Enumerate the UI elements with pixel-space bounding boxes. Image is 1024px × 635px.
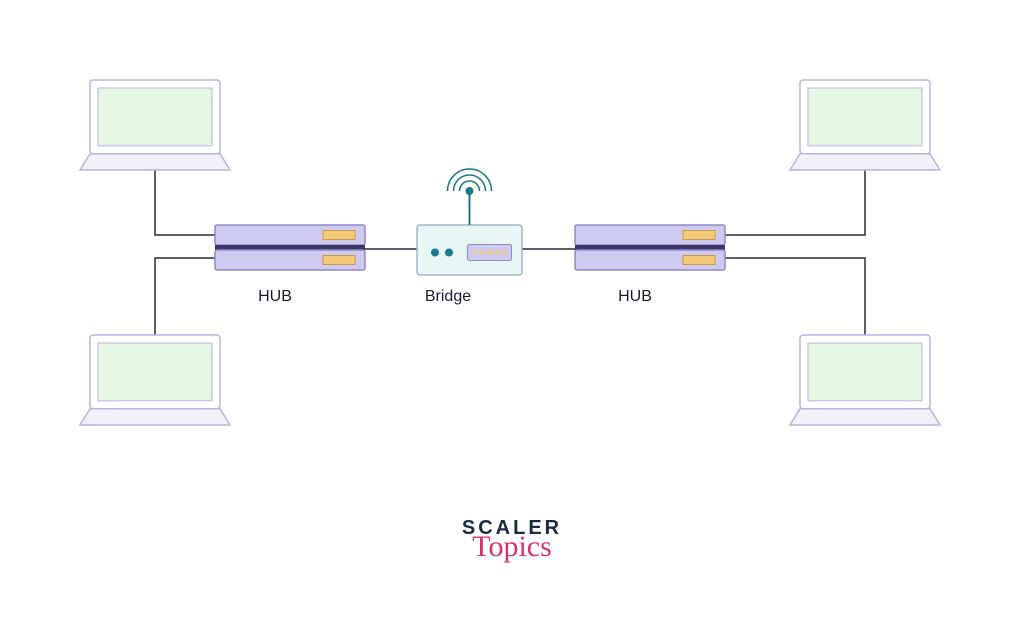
bridge-label: Bridge xyxy=(398,288,498,306)
scaler-topics-logo: SCALER Topics xyxy=(432,518,592,562)
hub-left-label: HUB xyxy=(225,288,325,306)
hub-right-label: HUB xyxy=(585,288,685,306)
diagram-container: HUB Bridge HUB SCALER Topics xyxy=(0,0,1024,635)
logo-line-2: Topics xyxy=(432,532,592,562)
